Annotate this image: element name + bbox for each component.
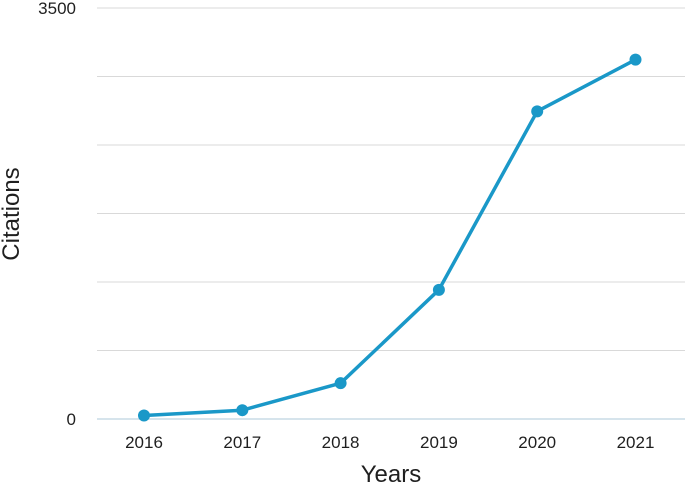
x-axis-title: Years [361,461,422,485]
y-tick-label-0: 0 [67,410,76,429]
y-axis-tick-labels: 0 3500 [38,0,76,429]
x-tick-label-2016: 2016 [125,433,163,452]
x-tick-label-2017: 2017 [223,433,261,452]
x-tick-label-2019: 2019 [420,433,458,452]
data-point-2018 [334,377,347,390]
data-point-2020 [531,105,544,118]
data-point-2021 [629,53,642,66]
x-tick-label-2021: 2021 [617,433,655,452]
data-point-2017 [236,404,249,417]
y-axis-title: Citations [0,167,25,260]
data-point-2016 [138,409,150,422]
gridlines [97,7,685,351]
series-line-citations [143,58,637,418]
x-tick-label-2020: 2020 [518,433,556,452]
x-tick-label-2018: 2018 [322,433,360,452]
x-axis-tick-labels: 2016 2017 2018 2019 2020 2021 [125,433,654,452]
data-point-2019 [432,283,445,296]
y-tick-label-3500: 3500 [38,0,76,18]
data-points [138,53,642,422]
